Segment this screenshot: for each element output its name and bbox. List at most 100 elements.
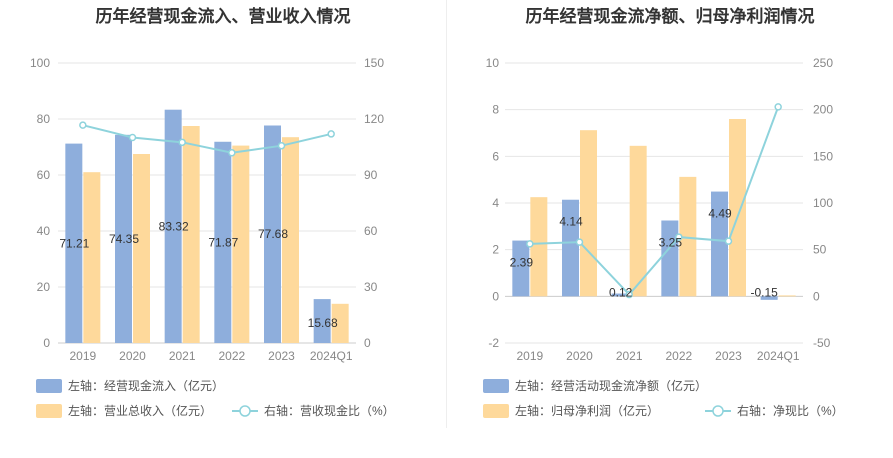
legend-swatch: [483, 379, 509, 393]
right-axis-tick-label: 150: [813, 149, 833, 163]
right-axis-tick-label: 200: [813, 103, 833, 117]
ratio-line: [529, 106, 780, 297]
x-axis-tick-label: 2019: [516, 349, 543, 363]
right-axis-tick-label: 250: [813, 56, 833, 70]
bar-value-label: 3.25: [659, 236, 683, 250]
chart-title: 历年经营现金流入、营业收入情况: [95, 7, 351, 26]
left-axis-tick-label: 2: [492, 243, 499, 257]
x-axis-tick-label: 2019: [69, 349, 96, 363]
legend-label: 左轴：归母净利润（亿元）: [515, 403, 659, 418]
right-axis-tick-label: 60: [364, 224, 378, 238]
right-axis-tick-label: 90: [364, 168, 378, 182]
cash-inflow-revenue-chart: 0 20 40 60 80 100 0 30 60 90 120 150 2019 2020 2021 202…: [30, 56, 395, 418]
legend-swatch: [483, 404, 509, 418]
bar-primary: [164, 109, 182, 343]
right-axis-tick-label: 100: [813, 196, 833, 210]
left-axis-tick-label: 60: [37, 168, 51, 182]
left-axis-tick-label: 0: [43, 336, 50, 350]
bar-primary: [115, 134, 132, 343]
left-axis-tick-label: 80: [37, 112, 51, 126]
x-axis-tick-label: 2022: [665, 349, 692, 363]
x-axis-tick-label: 2023: [268, 349, 295, 363]
left-chart-panel: 历年经营现金流入、营业收入情况 0 20 40 60 80 100 0 30 60 90 120 15…: [0, 0, 446, 458]
bar-secondary: [580, 130, 597, 297]
bar-value-label: 71.87: [208, 235, 238, 249]
bar-secondary: [530, 197, 548, 297]
bar-value-label: -0.15: [750, 285, 778, 299]
ratio-point: [774, 103, 782, 111]
x-axis-tick-label: 2020: [119, 349, 146, 363]
x-axis-tick-label: 2021: [616, 349, 643, 363]
left-axis-tick-label: 40: [37, 224, 51, 238]
bar-primary: [214, 141, 232, 343]
bar-primary: [760, 296, 778, 300]
left-axis-tick-label: 4: [492, 196, 499, 210]
ratio-point: [724, 237, 733, 245]
right-axis-tick-label: 0: [813, 289, 820, 303]
legend-label: 左轴：经营活动现金流净额（亿元）: [515, 378, 707, 393]
bar-primary: [264, 125, 281, 343]
bar-value-label: 2.39: [510, 256, 534, 270]
right-axis-tick-label: 150: [364, 56, 384, 70]
bar-secondary: [331, 303, 349, 343]
x-axis-tick-label: 2024Q1: [310, 349, 353, 363]
bar-value-label: 4.14: [559, 215, 583, 229]
ratio-point: [128, 133, 137, 142]
bar-value-label: 77.68: [258, 227, 288, 241]
left-axis-tick-label: 100: [30, 56, 50, 70]
bar-value-label: 15.68: [308, 316, 338, 330]
x-axis-tick-label: 2020: [566, 349, 593, 363]
bar-primary: [611, 293, 629, 297]
legend-swatch: [36, 379, 62, 393]
ratio-point: [526, 240, 534, 248]
left-axis-tick-label: 20: [37, 280, 51, 294]
bar-secondary: [182, 126, 200, 343]
left-axis-tick-label: 0: [492, 289, 499, 303]
bar-secondary: [232, 145, 250, 343]
left-axis-tick-label: 10: [486, 56, 500, 70]
bar-value-label: 4.49: [708, 207, 732, 221]
right-axis-tick-label: 30: [364, 280, 378, 294]
x-axis-tick-label: 2024Q1: [757, 349, 800, 363]
bar-value-label: 0.12: [609, 285, 633, 299]
bar-primary: [562, 199, 579, 297]
net-cashflow-profit-chart: -2 0 2 4 6 8 10 -50 0 50 100 150 200 250 2019 2020 2021 2…: [483, 56, 844, 418]
right-axis-tick-label: -50: [813, 336, 831, 350]
bar-secondary: [83, 172, 101, 343]
ratio-point: [327, 130, 335, 138]
ratio-point: [675, 233, 683, 241]
x-axis-tick-label: 2021: [169, 349, 196, 363]
ratio-point: [575, 238, 584, 246]
left-axis-tick-label: 8: [492, 103, 499, 117]
x-axis-tick-label: 2022: [218, 349, 245, 363]
right-chart-panel: 历年经营现金流净额、归母净利润情况 -2 0 2 4 6 8 10 -50 0 50 100 150 2…: [447, 0, 893, 458]
ratio-point: [277, 141, 286, 150]
legend-line-marker: [239, 405, 251, 417]
bar-primary: [65, 143, 83, 343]
bar-value-label: 71.21: [59, 236, 89, 250]
legend-label: 右轴：净现比（%）: [737, 403, 844, 418]
bar-primary: [313, 299, 331, 343]
ratio-point: [228, 149, 236, 157]
right-axis-tick-label: 120: [364, 112, 384, 126]
bar-secondary: [629, 145, 647, 297]
bar-value-label: 83.32: [159, 219, 189, 233]
bar-primary: [711, 191, 728, 297]
ratio-point: [625, 290, 633, 299]
ratio-point: [178, 138, 186, 147]
bar-secondary: [133, 154, 150, 343]
ratio-point: [79, 121, 87, 129]
bar-secondary: [729, 119, 746, 297]
legend-line-marker: [712, 405, 724, 417]
right-axis-tick-label: 50: [813, 243, 827, 257]
bar-secondary: [282, 137, 299, 343]
legend-label: 左轴：经营现金流入（亿元）: [68, 378, 224, 393]
bar-primary: [512, 240, 530, 297]
bar-value-label: 74.35: [109, 232, 139, 246]
bar-primary: [661, 220, 679, 297]
bar-secondary: [679, 176, 697, 297]
legend-label: 左轴：营业总收入（亿元）: [68, 403, 212, 418]
bar-secondary: [778, 295, 796, 297]
left-axis-tick-label: 6: [492, 149, 499, 163]
